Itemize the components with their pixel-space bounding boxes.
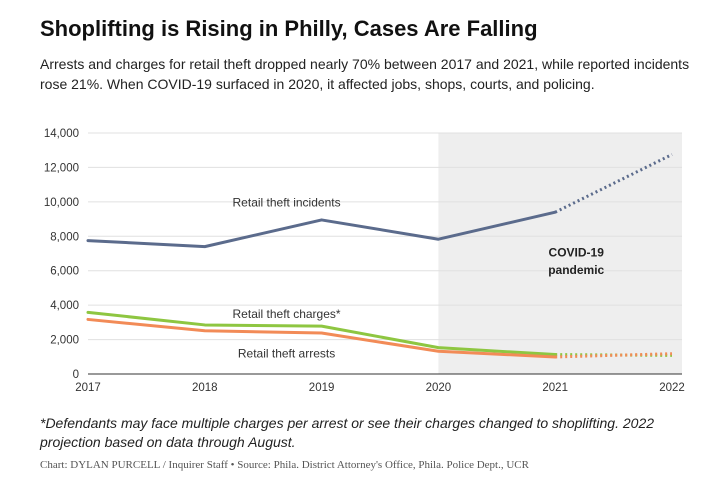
chart-subtitle: Arrests and charges for retail theft dro…: [40, 56, 690, 92]
y-tick-label: 0: [73, 369, 79, 381]
series-label-0: Retail theft incidents: [233, 196, 341, 210]
y-tick-label: 6,000: [50, 266, 79, 278]
chart-title: Shoplifting is Rising in Philly, Cases A…: [40, 16, 538, 41]
x-tick-label: 2021: [542, 382, 568, 394]
pandemic-label-line2: pandemic: [548, 263, 604, 277]
y-tick-label: 12,000: [44, 162, 79, 174]
series-projection-0: [554, 153, 673, 214]
y-tick-label: 8,000: [50, 231, 79, 243]
x-tick-label: 2019: [309, 382, 335, 394]
x-tick-label: 2017: [75, 382, 101, 394]
y-tick-label: 14,000: [44, 128, 79, 140]
y-tick-label: 10,000: [44, 197, 79, 209]
footnote: *Defendants may face multiple charges pe…: [40, 415, 655, 450]
pandemic-shaded-region: [438, 133, 682, 374]
series-line-1: [86, 310, 557, 357]
source-credit: Chart: DYLAN PURCELL / Inquirer Staff • …: [40, 459, 529, 471]
x-tick-label: 2020: [426, 382, 452, 394]
x-tick-label: 2022: [659, 382, 685, 394]
series-label-2: Retail theft arrests: [238, 347, 335, 361]
y-tick-label: 2,000: [50, 335, 79, 347]
x-tick-label: 2018: [192, 382, 218, 394]
y-tick-label: 4,000: [50, 300, 79, 312]
series-label-1: Retail theft charges*: [233, 307, 341, 321]
line-chart: 0 2,000 4,000 6,000 8,000 10,000 12,000 14,000 2…: [44, 128, 685, 394]
series-line-0: [86, 210, 557, 249]
series-line-2: [86, 317, 557, 359]
pandemic-label-line1: COVID-19: [549, 246, 605, 260]
